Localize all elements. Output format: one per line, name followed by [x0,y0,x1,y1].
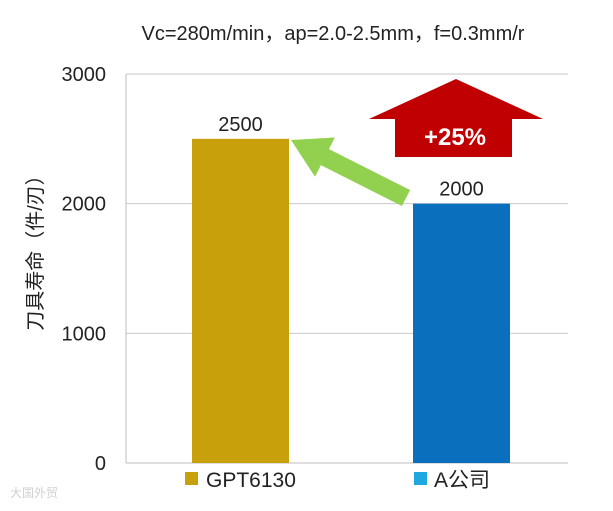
increase-arrow [369,79,543,157]
data-label: 2000 [439,179,484,201]
bar-gpt6130 [192,138,289,464]
chart-title: Vc=280m/min，ap=2.0-2.5mm，f=0.3mm/r [142,23,525,45]
legend-label: GPT6130 [206,469,296,492]
y-tick-label: 3000 [62,64,107,86]
bars [192,138,510,464]
watermark: 大国外贸 [10,486,58,500]
legend: GPT6130 A公司 [185,469,490,492]
data-labels: 2500 2000 [218,114,484,201]
y-tick-labels: 0 1000 2000 3000 [62,64,107,475]
y-tick-label: 2000 [62,194,107,216]
annotations: +25% [291,79,543,206]
increase-label: +25% [424,124,486,151]
watermark-text: 大国外贸 [10,486,58,500]
legend-label: A公司 [434,469,490,492]
legend-swatch [414,472,427,485]
comparison-arrow [291,137,411,206]
y-tick-label: 0 [95,453,106,475]
bar-a-company [413,203,510,463]
legend-swatch [185,472,198,485]
y-tick-label: 1000 [62,323,107,345]
y-axis-label: 刀具寿命（件/刃） [24,165,47,331]
data-label: 2500 [218,114,263,136]
